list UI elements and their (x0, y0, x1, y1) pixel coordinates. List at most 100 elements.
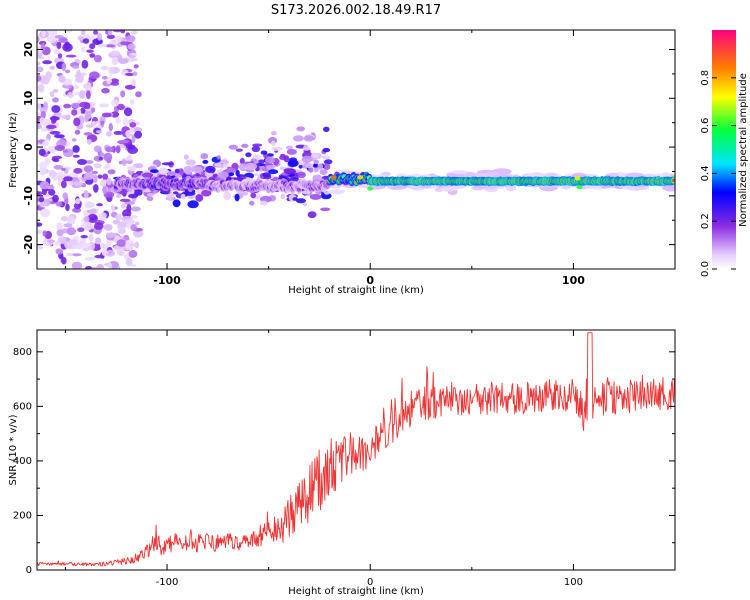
spectrogram-xlabel: Height of straight line (km) (288, 285, 424, 296)
noise-blob (223, 192, 232, 201)
noise-blob (262, 172, 271, 178)
noise-blob (71, 138, 77, 142)
noise-blob (105, 232, 117, 239)
noise-blob (260, 150, 268, 155)
noise-blob (84, 256, 96, 261)
noise-blob (61, 114, 71, 120)
noise-blob (250, 192, 257, 199)
snr-series-line (37, 332, 675, 567)
noise-blob (42, 60, 52, 65)
noise-blob (122, 117, 129, 127)
colorbar-tick-label: 0.2 (700, 213, 711, 229)
noise-blob (110, 81, 120, 86)
noise-blob (65, 203, 70, 212)
noise-blob (128, 249, 138, 258)
noise-blob (83, 189, 89, 199)
noise-blob (96, 264, 105, 269)
noise-blob (63, 223, 73, 228)
noise-blob (49, 65, 55, 70)
colorbar-tick-label: 0.6 (700, 118, 711, 134)
noise-blob (235, 148, 243, 152)
noise-blob (130, 215, 138, 219)
noise-blob (39, 161, 48, 170)
noise-blob (313, 166, 319, 173)
colorbar-ticks: 0.0 0.2 0.4 0.6 0.8 (700, 70, 736, 277)
noise-blob (301, 155, 313, 163)
noise-blob (77, 227, 85, 232)
noise-blob (65, 69, 71, 74)
noise-blob (124, 156, 133, 161)
noise-blob (37, 36, 40, 44)
signal-band (367, 186, 374, 191)
noise-blob (118, 35, 123, 40)
spectrogram-frame (36, 29, 676, 270)
noise-blob (123, 107, 133, 117)
noise-blob (301, 190, 311, 195)
noise-blob (86, 49, 94, 53)
noise-blob (81, 59, 89, 69)
snr-ytick-label: 800 (13, 347, 32, 358)
noise-blob (119, 198, 131, 202)
noise-blob (49, 91, 55, 98)
spectrogram-ytick-label: 10 (22, 90, 35, 106)
noise-blob (202, 159, 209, 164)
signal-band (574, 176, 581, 181)
noise-blob (54, 240, 61, 247)
noise-blob (40, 126, 48, 132)
noise-blob (252, 143, 263, 147)
noise-blob (248, 163, 254, 168)
noise-blob (81, 243, 92, 247)
noise-blob (37, 191, 41, 196)
noise-blob (51, 115, 57, 124)
noise-blob (91, 170, 99, 175)
noise-blob (129, 243, 140, 247)
noise-blob (235, 169, 240, 177)
noise-blob (66, 227, 77, 236)
noise-blob (61, 256, 67, 265)
noise-blob (141, 172, 154, 178)
noise-blob (125, 240, 133, 250)
noise-blob (271, 140, 276, 147)
band-halo (505, 183, 517, 192)
noise-blob (132, 127, 143, 133)
noise-blob (40, 110, 46, 119)
band-halo (439, 186, 458, 192)
noise-blob (58, 75, 66, 83)
noise-blob (93, 54, 102, 63)
noise-blob (84, 202, 96, 208)
noise-blob (71, 109, 78, 116)
noise-blob (174, 168, 180, 174)
noise-blob (62, 149, 69, 153)
snr-ytick-label: 0 (26, 565, 32, 576)
noise-blob (104, 44, 116, 48)
noise-blob (130, 30, 138, 35)
noise-blob (110, 50, 121, 56)
noise-blob (96, 203, 103, 207)
noise-blob (60, 215, 69, 222)
noise-blob (39, 180, 50, 190)
snr-ticks: -100 0 100 0 200 400 600 800 (13, 330, 676, 588)
noise-blob (67, 92, 74, 98)
noise-blob (108, 123, 114, 132)
colorbar: 0.0 0.2 0.4 0.6 0.8 Normalized spectral ampl… (700, 30, 749, 277)
noise-blob (90, 213, 95, 218)
noise-blob (66, 215, 76, 225)
noise-blob (65, 252, 74, 257)
noise-blob (132, 71, 138, 76)
noise-blob (131, 206, 141, 212)
noise-blob (39, 117, 45, 126)
noise-blob (305, 163, 314, 169)
noise-blob (37, 245, 44, 250)
noise-blob (83, 215, 90, 223)
noise-blob (319, 169, 328, 176)
noise-blob (37, 55, 41, 59)
noise-blob (135, 91, 142, 98)
noise-blob (271, 131, 277, 136)
noise-blob (127, 43, 136, 50)
noise-blob (84, 114, 89, 123)
noise-blob (183, 190, 196, 196)
noise-blob (127, 165, 137, 171)
noise-blob (57, 53, 63, 59)
noise-blob (116, 239, 127, 247)
noise-blob (187, 200, 199, 209)
